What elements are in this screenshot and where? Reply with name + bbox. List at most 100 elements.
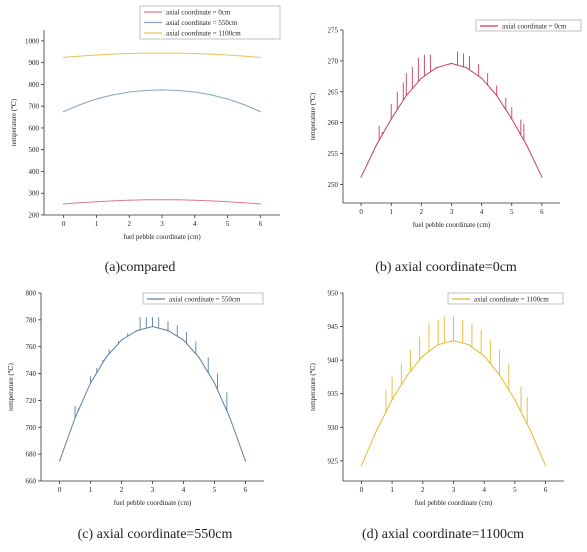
data-point: [229, 417, 231, 419]
legend-label: axial coordinate = 550cm: [166, 19, 238, 27]
y-tick-label: 760: [26, 343, 37, 351]
data-point: [79, 202, 81, 204]
data-point: [526, 144, 528, 147]
chart-panel-3: 0 1 2 3 4 5 6 925 930 935 940 945 950 fuel pebble coo…: [309, 290, 564, 542]
data-point: [177, 52, 179, 54]
chart-panel-0: 0 1 2 3 4 5 6 200 300 400 500 600 700 800 900 1000 fuel …: [10, 5, 281, 275]
data-point: [128, 91, 130, 93]
chart-panel-2: 0 1 2 3 4 5 6 660 680 700 720 740 760 780 800 fuel pebb…: [7, 290, 264, 542]
data-point: [177, 199, 179, 201]
data-point: [145, 199, 147, 201]
y-tick-label: 800: [26, 290, 37, 298]
y-tick-label: 270: [328, 57, 339, 65]
data-point: [376, 429, 378, 431]
panel-caption: (a)compared: [105, 260, 176, 275]
y-tick-label: 950: [328, 290, 339, 298]
data-point: [243, 202, 245, 204]
y-tick-label: 255: [328, 150, 339, 158]
data-point: [210, 200, 212, 202]
data-point: [226, 54, 229, 56]
y-tick-label: 930: [328, 424, 339, 432]
legend-box: [142, 292, 264, 305]
x-tick-label: 0: [58, 486, 62, 494]
data-point: [161, 89, 163, 91]
data-point: [63, 111, 65, 113]
x-tick-label: 1: [95, 220, 99, 228]
data-point: [406, 374, 409, 376]
y-tick-label: 900: [29, 59, 40, 67]
y-axis-label: temperature (℃): [7, 363, 15, 411]
y-tick-label: 250: [328, 181, 339, 189]
data-point: [226, 98, 229, 100]
data-point: [243, 104, 245, 106]
x-tick-label: 4: [193, 220, 197, 228]
x-tick-label: 6: [540, 208, 544, 216]
series-line-0: [360, 340, 547, 466]
data-point: [120, 339, 123, 341]
y-tick-label: 680: [26, 451, 37, 459]
y-tick-label: 940: [328, 357, 339, 365]
data-point: [541, 176, 543, 178]
data-point: [128, 52, 130, 55]
legend-label: axial coordinate = 0cm: [166, 9, 231, 17]
x-axis-label: fuel pebble coordinate (cm): [415, 499, 493, 507]
data-point: [213, 382, 216, 384]
y-tick-label: 660: [26, 478, 37, 486]
x-tick-label: 2: [120, 486, 124, 494]
data-point: [210, 94, 212, 96]
data-point: [194, 91, 196, 93]
y-tick-label: 300: [29, 190, 40, 198]
y-tick-label: 740: [26, 370, 37, 378]
data-point: [145, 52, 147, 54]
data-point: [481, 77, 483, 79]
data-point: [514, 399, 516, 401]
x-tick-label: 6: [259, 220, 263, 228]
data-point: [95, 98, 98, 100]
data-point: [58, 460, 61, 462]
data-point: [112, 200, 114, 202]
data-point: [63, 203, 65, 205]
data-point: [177, 89, 179, 92]
data-point: [145, 89, 147, 92]
data-point: [259, 203, 261, 205]
x-tick-label: 4: [482, 486, 486, 494]
data-point: [95, 201, 98, 203]
x-tick-label: 0: [359, 208, 363, 216]
y-tick-label: 400: [29, 168, 40, 176]
x-tick-label: 3: [452, 486, 456, 494]
y-axis-label: temperature (℃): [309, 92, 317, 140]
x-tick-label: 5: [226, 220, 230, 228]
data-point: [259, 111, 261, 113]
x-axis-label: fuel pebble coordinate (cm): [123, 233, 201, 241]
series-line-0: [59, 326, 246, 462]
y-tick-label: 275: [328, 27, 339, 35]
legend-label: axial coordinate = 1100cm: [474, 296, 549, 304]
legend-label: axial coordinate = 550cm: [169, 296, 241, 304]
y-tick-label: 935: [328, 390, 339, 398]
y-tick-label: 1000: [25, 37, 40, 45]
data-point: [243, 55, 245, 57]
y-tick-label: 700: [26, 424, 37, 432]
x-tick-label: 0: [360, 486, 364, 494]
data-point: [128, 199, 130, 201]
x-axis-label: fuel pebble coordinate (cm): [413, 221, 491, 229]
y-axis-label: temperature (℃): [10, 98, 18, 146]
y-tick-label: 600: [29, 124, 40, 132]
y-tick-label: 200: [29, 212, 40, 220]
panel-caption: (c) axial coordinate=550cm: [78, 527, 233, 542]
data-point: [182, 339, 185, 341]
y-tick-label: 720: [26, 397, 37, 405]
y-tick-label: 700: [29, 103, 40, 111]
x-tick-label: 2: [127, 220, 131, 228]
legend-box: [139, 5, 281, 40]
series-line-1: [63, 89, 261, 113]
y-axis-label: temperature (℃): [309, 363, 317, 411]
data-point: [435, 67, 438, 69]
legend-box: [447, 292, 564, 305]
data-point: [112, 53, 114, 55]
y-tick-label: 800: [29, 81, 40, 89]
data-point: [244, 460, 247, 462]
data-point: [483, 355, 485, 357]
y-tick-label: 500: [29, 146, 40, 154]
